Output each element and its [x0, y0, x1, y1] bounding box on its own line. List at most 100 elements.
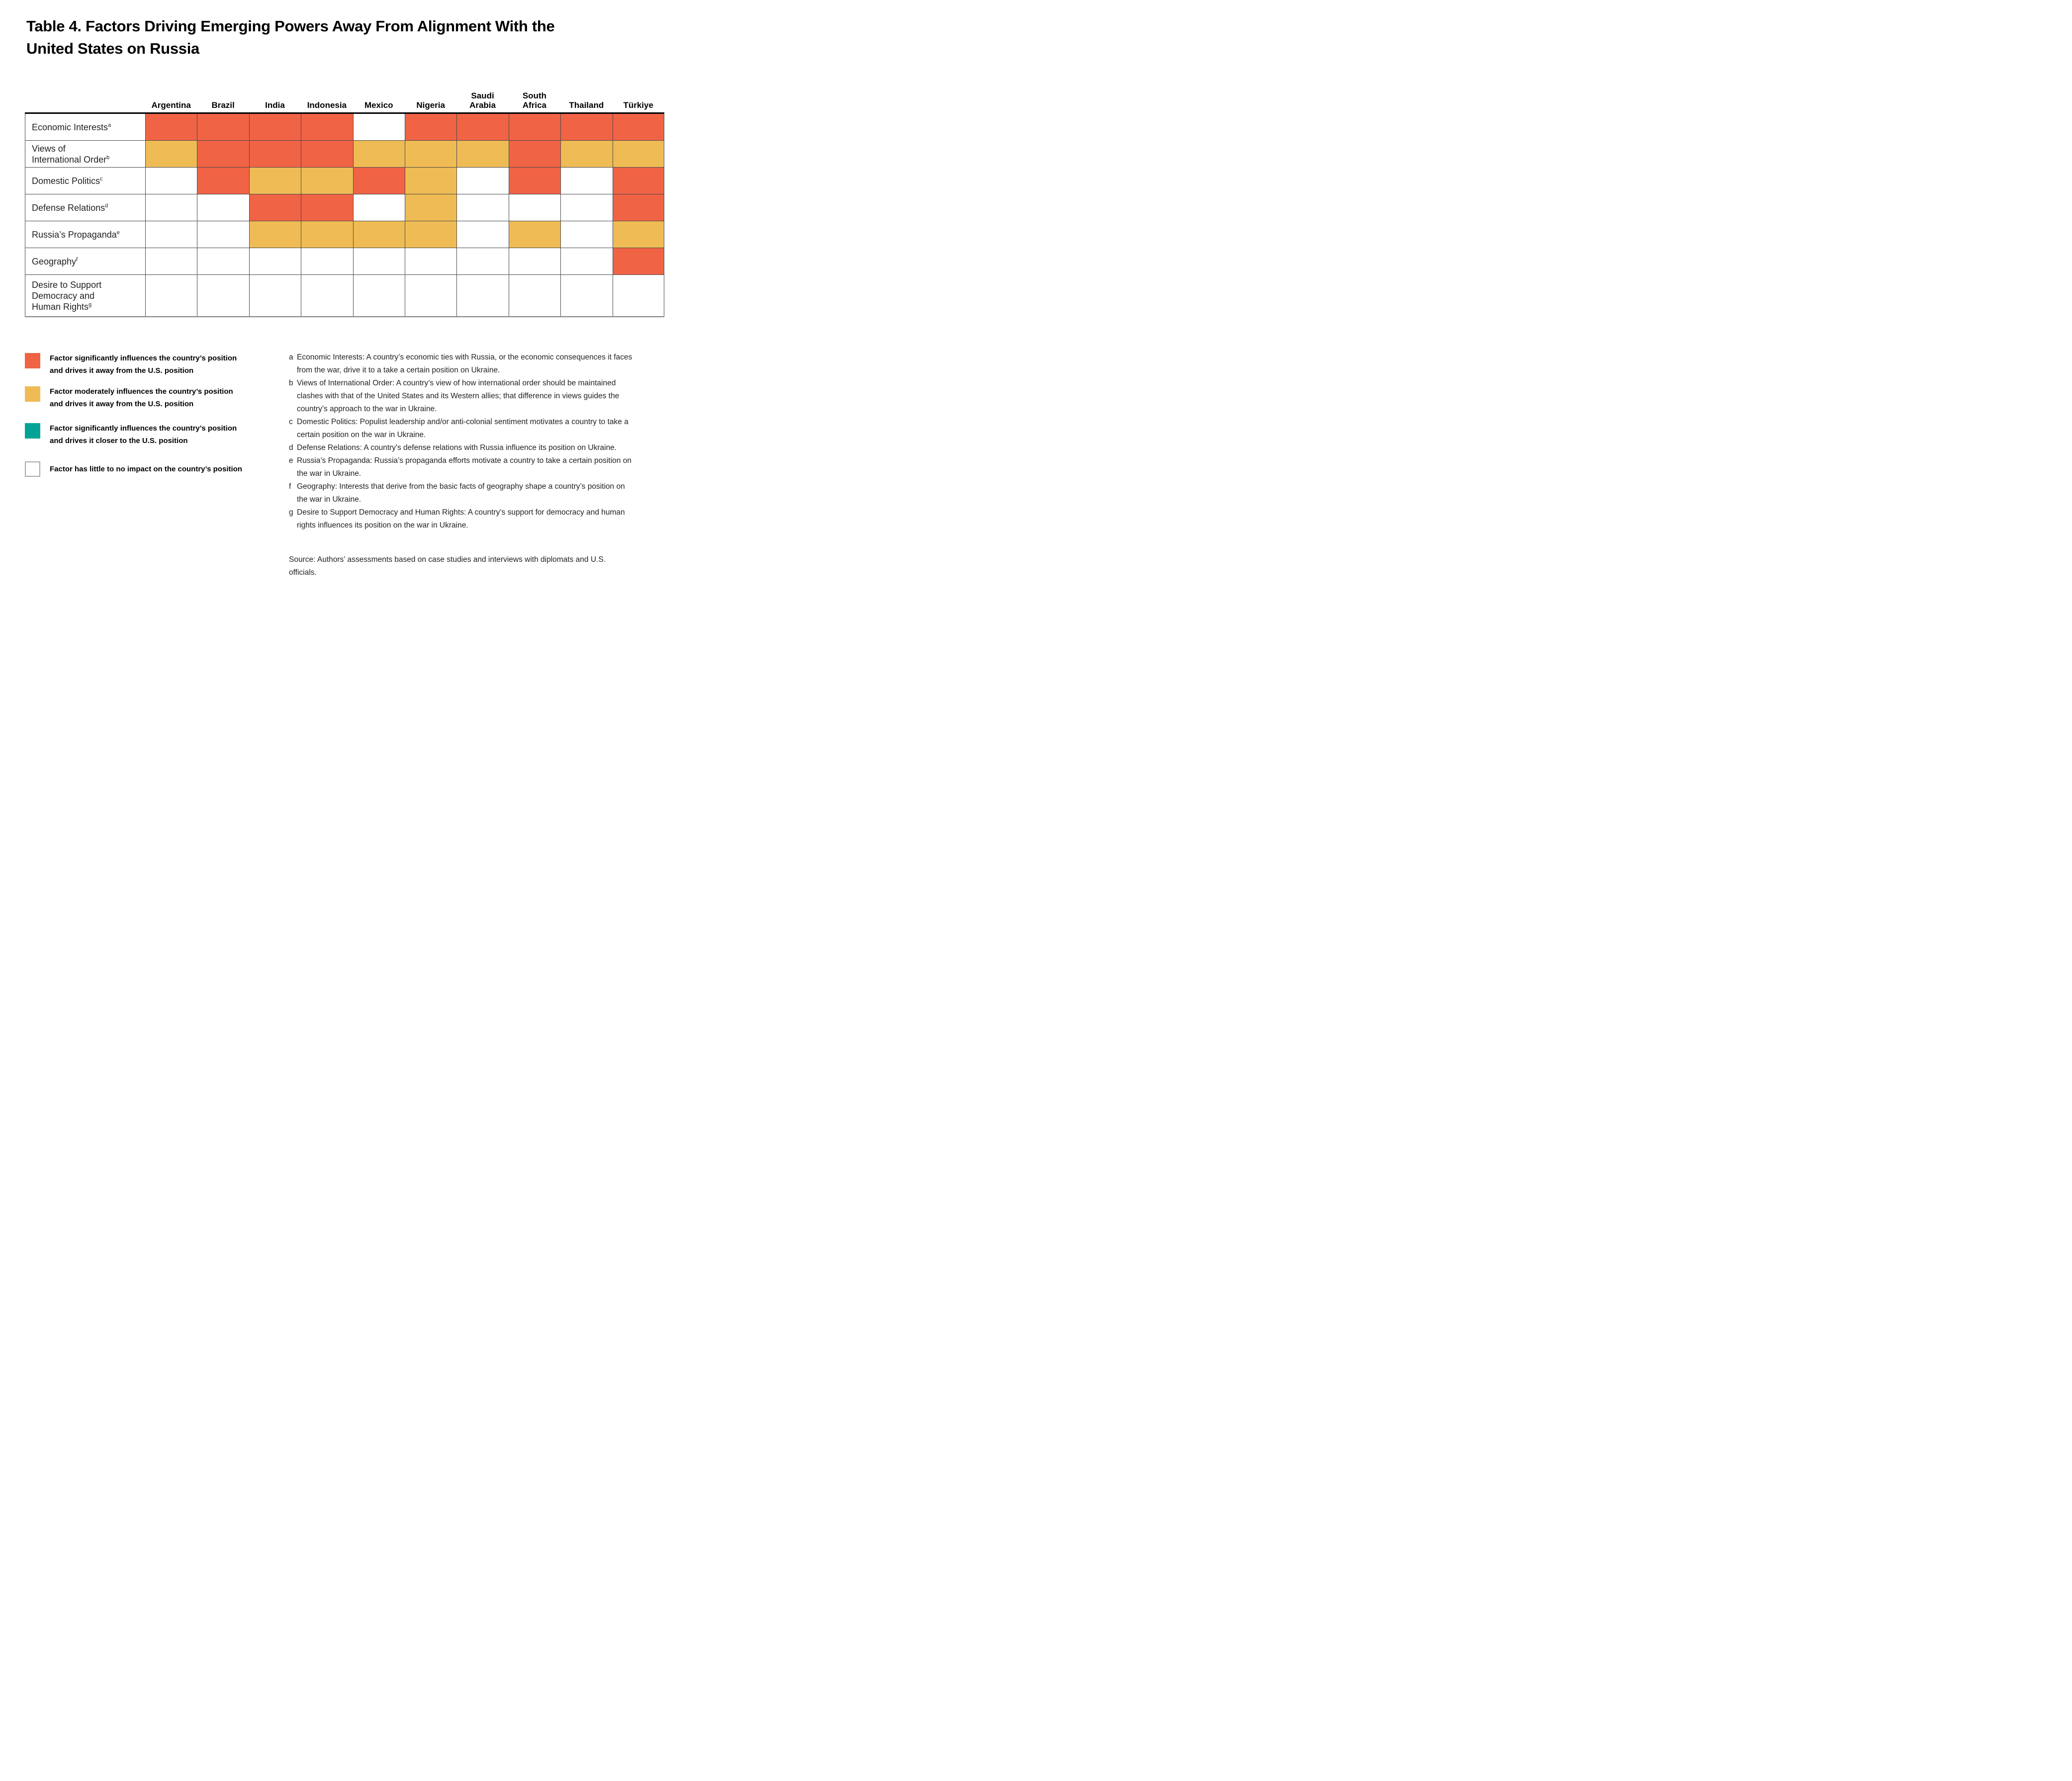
matrix-cell	[301, 221, 353, 248]
matrix-cell	[197, 194, 249, 221]
matrix-cell	[456, 141, 509, 167]
matrix-cell	[353, 275, 405, 316]
matrix-cell	[145, 194, 197, 221]
source-note: Source: Authors’ assessments based on ca…	[289, 555, 606, 577]
matrix-cell	[249, 248, 301, 274]
row-label: Economic Interestsa	[25, 114, 145, 140]
matrix-cell	[560, 221, 613, 248]
footnotes: a Economic Interests: A country’s econom…	[289, 351, 634, 532]
matrix-cell	[353, 114, 405, 140]
legend-label: Factor has little to no impact on the co…	[50, 465, 242, 473]
matrix-cell	[612, 275, 664, 316]
matrix-cell	[560, 248, 613, 274]
matrix-cell	[145, 114, 197, 140]
footnote-a: a Economic Interests: A country’s econom…	[289, 353, 632, 374]
legend-item-significant-away: Factor significantly influences the coun…	[25, 353, 288, 377]
matrix-cell	[508, 221, 561, 248]
table-title-line2: United States on Russia	[26, 40, 199, 57]
legend-item-none: Factor has little to no impact on the co…	[25, 461, 288, 477]
column-header-india: India	[265, 100, 285, 110]
matrix-cell	[301, 168, 353, 194]
table-body: Economic Interestsa Views of International…	[25, 114, 664, 317]
footnote-marker: g	[89, 301, 92, 308]
footnote-marker: d	[105, 202, 108, 209]
matrix-cell	[145, 168, 197, 194]
matrix-cell	[456, 114, 509, 140]
factors-matrix-table: Argentina Brazil India Indonesia Mexico Niger…	[25, 85, 664, 317]
matrix-cell	[404, 248, 457, 274]
matrix-cell	[508, 248, 561, 274]
column-header-south-africa: South Africa	[522, 91, 547, 110]
matrix-cell	[145, 248, 197, 274]
matrix-cell	[456, 221, 509, 248]
footnote-c: c Domestic Politics: Populist leadership…	[289, 418, 629, 439]
matrix-cell	[301, 275, 353, 316]
matrix-cell	[508, 114, 561, 140]
matrix-cell	[560, 114, 613, 140]
matrix-cell	[404, 168, 457, 194]
matrix-cell	[249, 114, 301, 140]
table-title-line1: Table 4. Factors Driving Emerging Powers…	[26, 17, 555, 35]
row-label: Domestic Politicsc	[25, 168, 145, 194]
matrix-cell	[249, 275, 301, 316]
matrix-cell	[301, 141, 353, 167]
matrix-cell	[145, 141, 197, 167]
footnote-marker: e	[116, 229, 120, 236]
footnote-marker: a	[108, 122, 111, 128]
legend-label: Factor significantly influences the coun…	[50, 354, 237, 375]
footnote-d: d Defense Relations: A country's defense…	[289, 444, 617, 452]
matrix-cell	[353, 141, 405, 167]
row-label: Russia’s Propagandae	[25, 221, 145, 248]
legend-item-moderate-away: Factor moderately influences the country…	[25, 386, 288, 410]
matrix-cell	[249, 221, 301, 248]
legend-swatch-moderate-away	[25, 386, 40, 402]
matrix-cell	[508, 275, 561, 316]
matrix-cell	[612, 248, 664, 274]
table-row: Economic Interestsa	[25, 114, 664, 141]
footnote-g: g Desire to Support Democracy and Human …	[289, 508, 625, 530]
legend-swatch-none	[25, 461, 40, 477]
matrix-cell	[353, 194, 405, 221]
matrix-cell	[301, 194, 353, 221]
legend-label: Factor moderately influences the country…	[50, 387, 233, 408]
row-label: Desire to Support Democracy and Human Righ…	[25, 275, 145, 316]
table-header-row: Argentina Brazil India Indonesia Mexico Niger…	[25, 85, 664, 114]
footnote-marker: c	[100, 176, 103, 182]
row-label: Defense Relationsd	[25, 194, 145, 221]
matrix-cell	[456, 168, 509, 194]
matrix-cell	[560, 194, 613, 221]
row-label: Views of International Orderb	[25, 141, 145, 167]
matrix-cell	[404, 194, 457, 221]
column-header-brazil: Brazil	[211, 100, 235, 110]
matrix-cell	[508, 141, 561, 167]
table-row: Defense Relationsd	[25, 194, 664, 221]
matrix-cell	[249, 141, 301, 167]
footnote-b: b Views of International Order: A countr…	[289, 379, 620, 413]
matrix-cell	[612, 168, 664, 194]
column-header-indonesia: Indonesia	[307, 100, 347, 110]
table-row: Domestic Politicsc	[25, 168, 664, 194]
matrix-cell	[353, 221, 405, 248]
table-row: Geographyf	[25, 248, 664, 275]
table-row: Desire to Support Democracy and Human Righ…	[25, 275, 664, 317]
matrix-cell	[456, 248, 509, 274]
matrix-cell	[197, 141, 249, 167]
table-title: Table 4. Factors Driving Emerging Powers…	[26, 15, 668, 60]
matrix-cell	[197, 168, 249, 194]
matrix-cell	[197, 114, 249, 140]
matrix-cell	[301, 248, 353, 274]
matrix-cell	[197, 248, 249, 274]
footnote-marker: b	[106, 154, 110, 161]
matrix-cell	[560, 168, 613, 194]
matrix-cell	[612, 114, 664, 140]
matrix-cell	[249, 194, 301, 221]
matrix-cell	[612, 221, 664, 248]
figure-page: Table 4. Factors Driving Emerging Powers…	[0, 0, 691, 594]
column-header-mexico: Mexico	[364, 100, 393, 110]
legend-swatch-significant-away	[25, 353, 40, 368]
matrix-cell	[404, 275, 457, 316]
table-row: Russia’s Propagandae	[25, 221, 664, 248]
matrix-cell	[145, 275, 197, 316]
matrix-cell	[456, 194, 509, 221]
column-header-argentina: Argentina	[151, 100, 191, 110]
